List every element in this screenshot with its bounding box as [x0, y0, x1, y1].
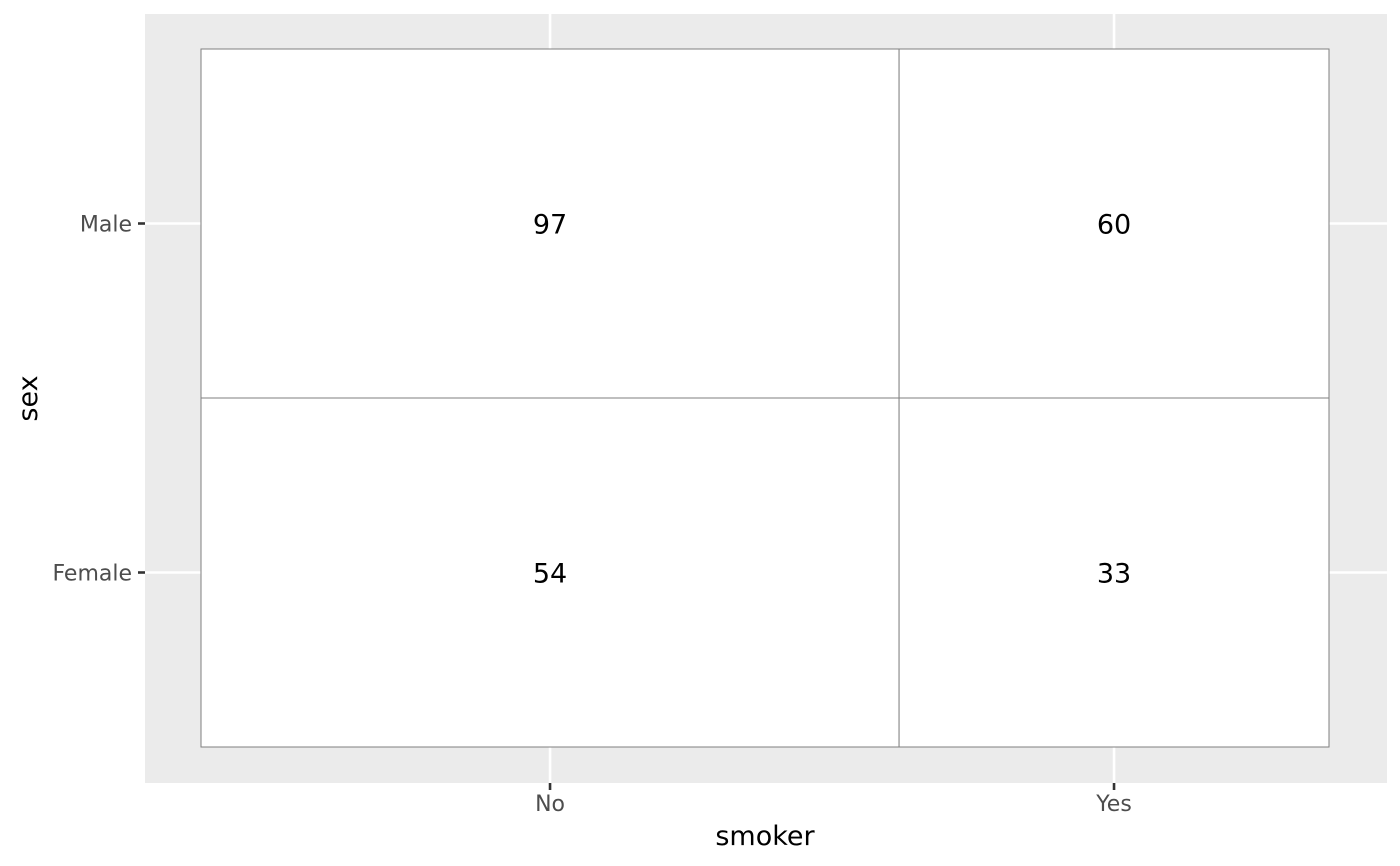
mosaic-cell-yes-female: [898, 397, 1330, 748]
y-axis: Female Male: [52, 213, 145, 587]
x-axis: No Yes: [535, 783, 1132, 817]
cell-value-label: 54: [533, 559, 567, 590]
cell-value-label: 33: [1097, 559, 1131, 590]
x-tick-label: No: [535, 792, 565, 817]
mosaic-cells: [200, 48, 1330, 748]
mosaic-cell-no-male: [200, 48, 900, 399]
mosaic-cell-yes-male: [898, 48, 1330, 399]
x-tick-label: Yes: [1095, 792, 1132, 817]
x-axis-title: smoker: [715, 821, 815, 852]
mosaic-cell-no-female: [200, 397, 900, 748]
cell-value-labels: 54 97 33 60: [533, 210, 1131, 590]
y-axis-title: sex: [13, 375, 44, 421]
y-tick-label: Male: [80, 213, 132, 238]
cell-value-label: 60: [1097, 210, 1131, 241]
cell-value-label: 97: [533, 210, 567, 241]
y-tick-label: Female: [52, 562, 132, 587]
